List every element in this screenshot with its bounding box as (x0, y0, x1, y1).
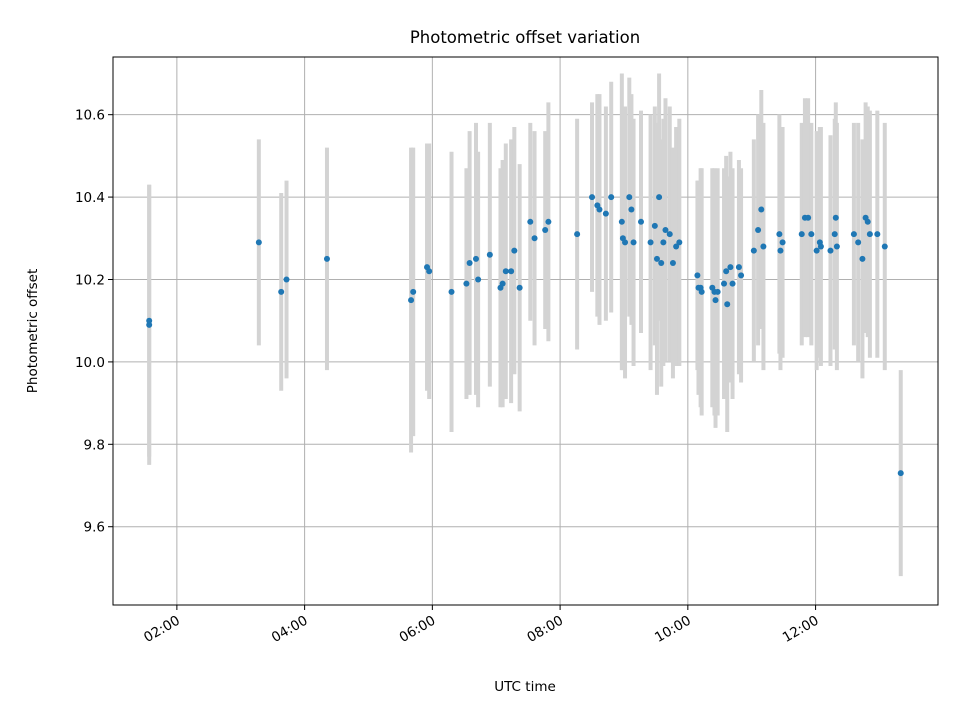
data-point (448, 288, 455, 295)
data-point (850, 231, 857, 238)
data-point (808, 231, 815, 238)
data-point (735, 264, 742, 271)
y-tick-label: 10.4 (75, 190, 105, 206)
data-point (760, 243, 767, 250)
data-point (758, 206, 765, 213)
data-point (723, 268, 730, 275)
y-tick-label: 9.6 (84, 520, 105, 536)
data-point (656, 194, 663, 201)
plot-area (113, 57, 938, 605)
data-point (662, 227, 669, 234)
data-point (669, 260, 676, 267)
data-point (602, 210, 609, 217)
data-point (638, 218, 644, 225)
data-point (622, 239, 629, 246)
data-point (608, 194, 615, 201)
data-point (647, 239, 654, 246)
data-point (466, 260, 473, 267)
data-point (502, 268, 509, 275)
data-point (278, 288, 285, 295)
data-point (864, 218, 871, 225)
data-point (255, 239, 262, 246)
data-point (146, 317, 153, 324)
y-axis-ticks: 9.6 9.8 10.0 10.2 10.4 10.6 (75, 108, 113, 536)
data-point (630, 239, 637, 246)
data-point (866, 231, 873, 238)
data-point (473, 255, 479, 262)
y-tick-label: 9.8 (84, 437, 105, 453)
data-point (426, 268, 433, 275)
data-point (323, 255, 330, 262)
data-point (527, 218, 534, 225)
data-point (832, 214, 839, 221)
data-point (698, 288, 705, 295)
data-points (146, 194, 904, 477)
data-point (574, 231, 581, 238)
data-point (666, 231, 673, 238)
data-point (475, 276, 482, 283)
data-point (283, 276, 290, 283)
data-point (660, 239, 667, 246)
y-tick-label: 10.2 (75, 272, 105, 288)
data-point (776, 231, 783, 238)
data-point (531, 235, 538, 242)
data-point (694, 272, 701, 279)
data-point (755, 227, 762, 234)
data-point (589, 194, 596, 201)
y-axis-label: Photometric offset (25, 269, 41, 393)
data-point (712, 297, 719, 304)
data-point (805, 214, 812, 221)
plot-frame (112, 56, 939, 606)
data-point (813, 247, 820, 254)
data-point (545, 218, 552, 225)
data-point (486, 251, 493, 258)
data-point (658, 260, 665, 267)
data-point (676, 239, 683, 246)
data-point (408, 297, 415, 304)
data-point (779, 239, 786, 246)
data-point (499, 280, 506, 287)
data-point (727, 264, 734, 271)
data-point (724, 301, 731, 308)
data-point (777, 247, 784, 254)
data-point (833, 243, 840, 250)
data-point (798, 231, 805, 238)
data-point (897, 470, 904, 477)
data-point (827, 247, 834, 254)
data-point (855, 239, 862, 246)
data-point (146, 321, 153, 328)
y-tick-label: 10.6 (75, 108, 105, 124)
data-point (410, 288, 417, 295)
chart-title: Photometric offset variation (410, 28, 640, 47)
x-axis-label: UTC time (494, 679, 556, 695)
data-point (874, 231, 881, 238)
data-point (721, 280, 728, 287)
data-point (626, 194, 633, 201)
data-point (651, 222, 658, 229)
data-point (542, 227, 549, 234)
data-point (738, 272, 745, 279)
data-point (729, 280, 736, 287)
data-point (596, 206, 603, 213)
data-point (508, 268, 515, 275)
data-point (463, 280, 470, 287)
data-point (653, 255, 660, 262)
data-point (831, 231, 838, 238)
data-point (511, 247, 518, 254)
data-point (714, 288, 721, 295)
data-point (673, 243, 680, 250)
data-point (516, 284, 523, 291)
y-tick-label: 10.0 (75, 355, 105, 371)
data-point (750, 247, 757, 254)
data-point (628, 206, 635, 213)
data-point (817, 243, 824, 250)
data-point (881, 243, 888, 250)
data-point (618, 218, 625, 225)
data-point (859, 255, 866, 262)
